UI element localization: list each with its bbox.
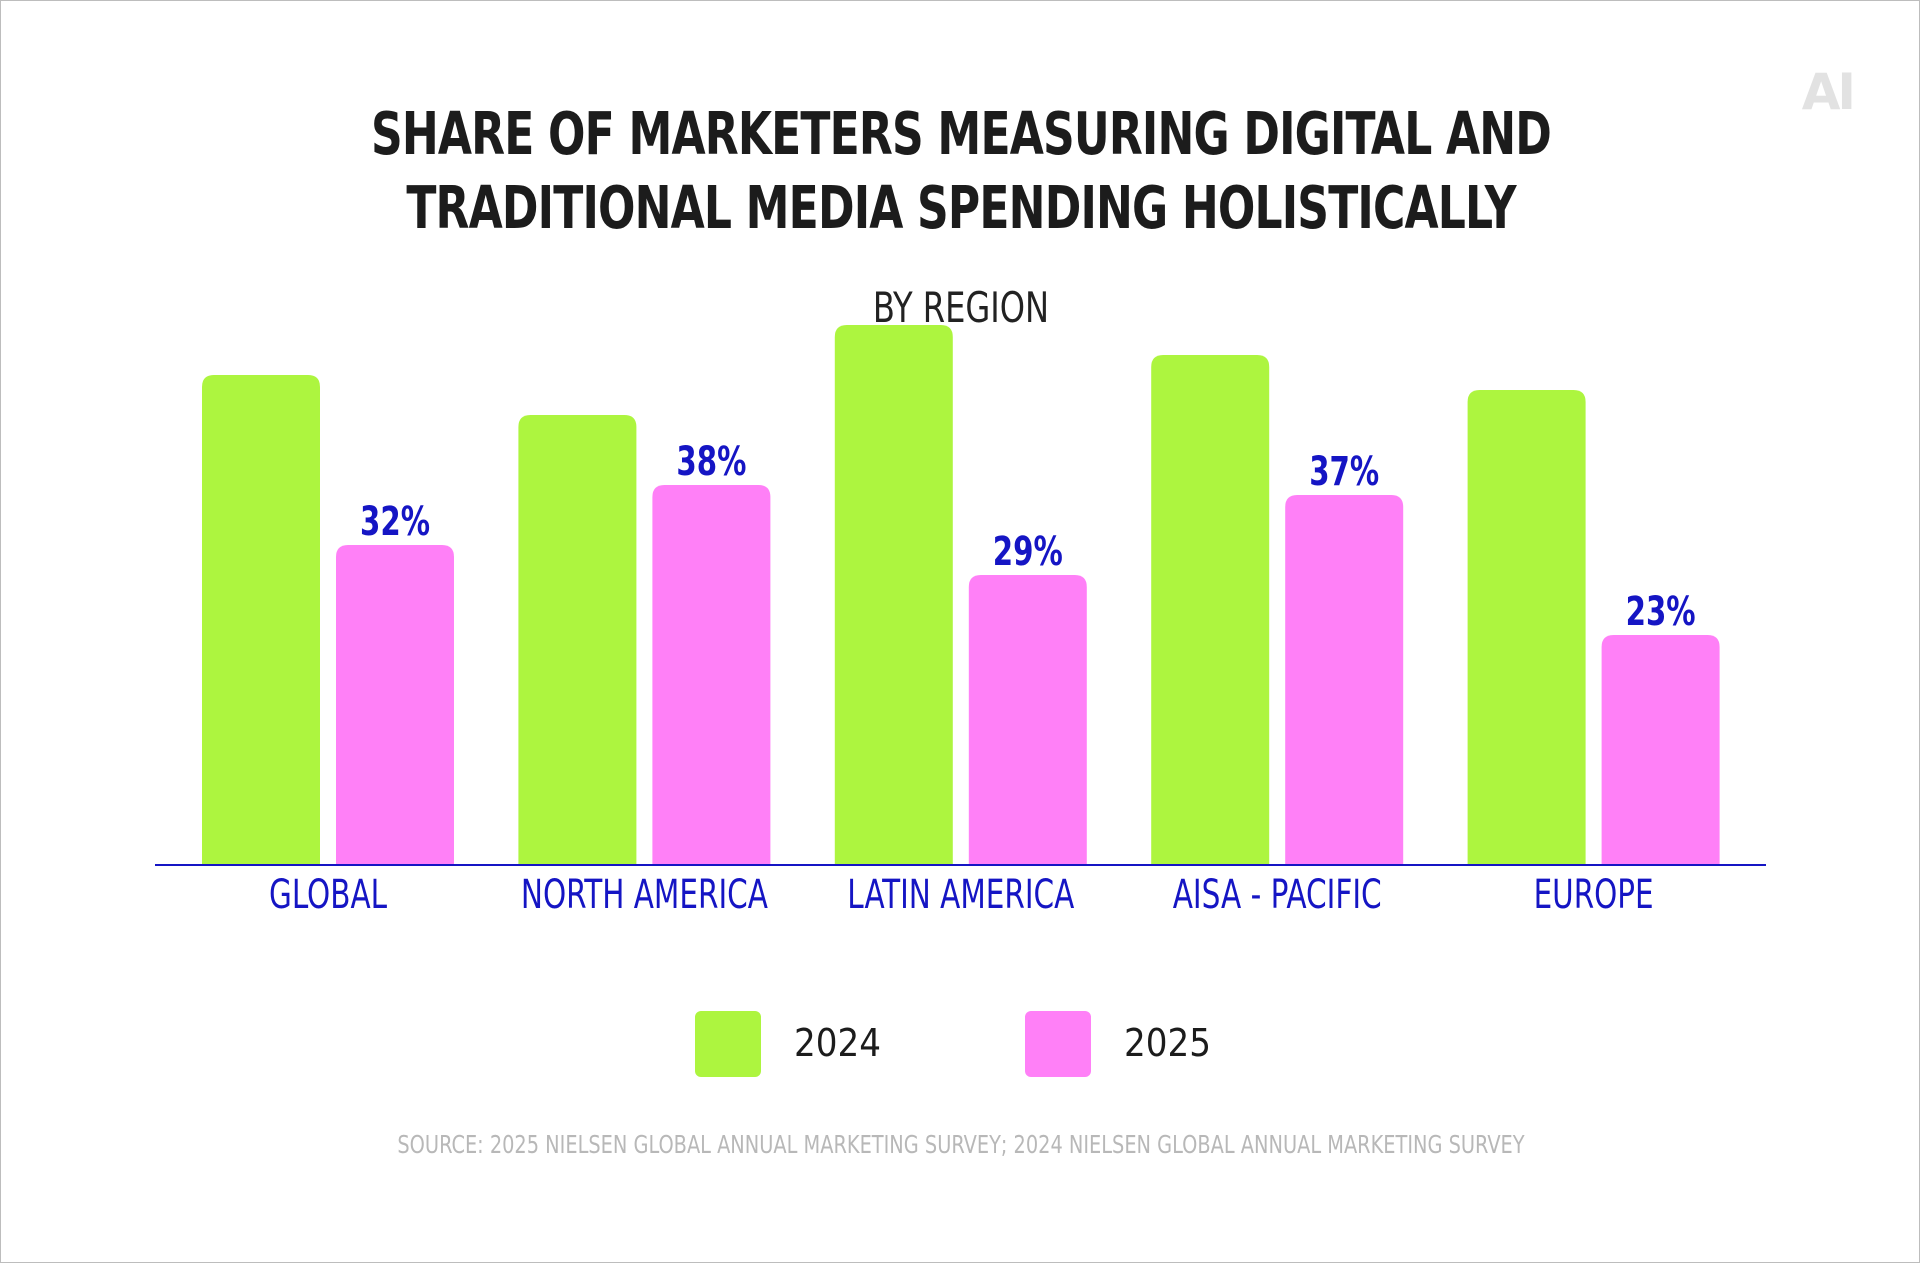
- bar-global-2024: [202, 375, 320, 865]
- source-note: SOURCE: 2025 NIELSEN GLOBAL ANNUAL MARKE…: [397, 1130, 1525, 1159]
- bar-global-2025: [336, 545, 454, 865]
- bar-aisa-pacific-2025: [1285, 495, 1404, 865]
- legend-swatch-2024: [695, 1011, 761, 1077]
- data-label-europe-2025: 23%: [1626, 589, 1696, 635]
- bar-group-europe: 23% EUROPE: [1467, 390, 1720, 918]
- data-label-aisa-pacific-2025: 37%: [1309, 449, 1379, 495]
- bar-north-america-2025: [652, 485, 771, 865]
- bar-latin-america-2024: [834, 325, 953, 865]
- bar-aisa-pacific-2024: [1151, 355, 1270, 865]
- chart-title-line-1: SHARE OF MARKETERS MEASURING DIGITAL AND: [370, 99, 1552, 168]
- bar-europe-2024: [1467, 390, 1586, 865]
- legend: 2024 2025: [1, 1011, 1919, 1077]
- bar-group-north-america: 38% NORTH AMERICA: [518, 415, 771, 918]
- bar-latin-america-2025: [968, 575, 1087, 865]
- bar-group-aisa-pacific: 37% AISA - PACIFIC: [1151, 355, 1404, 918]
- data-label-latin-america-2025: 29%: [993, 529, 1063, 575]
- brand-logo: AI: [1801, 63, 1856, 121]
- category-label-europe: EUROPE: [1534, 872, 1654, 918]
- category-label-latin-america: LATIN AMERICA: [847, 872, 1074, 918]
- chart-title-line-2: TRADITIONAL MEDIA SPENDING HOLISTICALLY: [406, 173, 1516, 242]
- bar-europe-2025: [1601, 635, 1720, 865]
- chart-subtitle: BY REGION: [872, 283, 1050, 332]
- legend-label-2025: 2025: [1124, 1021, 1211, 1065]
- legend-swatch-2025: [1025, 1011, 1091, 1077]
- bar-group-latin-america: 29% LATIN AMERICA: [834, 325, 1087, 918]
- bar-group-global: 32% GLOBAL: [202, 375, 454, 918]
- bar-north-america-2024: [518, 415, 637, 865]
- chart-title: SHARE OF MARKETERS MEASURING DIGITAL AND…: [164, 97, 1758, 245]
- legend-label-2024: 2024: [794, 1021, 881, 1065]
- category-label-north-america: NORTH AMERICA: [521, 872, 768, 918]
- data-label-global-2025: 32%: [360, 499, 430, 545]
- category-label-aisa-pacific: AISA - PACIFIC: [1173, 872, 1382, 918]
- data-label-north-america-2025: 38%: [676, 439, 746, 485]
- bar-chart: 32% GLOBAL 38% NORTH AMERICA 29% LATIN AMERIC…: [155, 325, 1766, 918]
- category-label-global: GLOBAL: [269, 872, 387, 918]
